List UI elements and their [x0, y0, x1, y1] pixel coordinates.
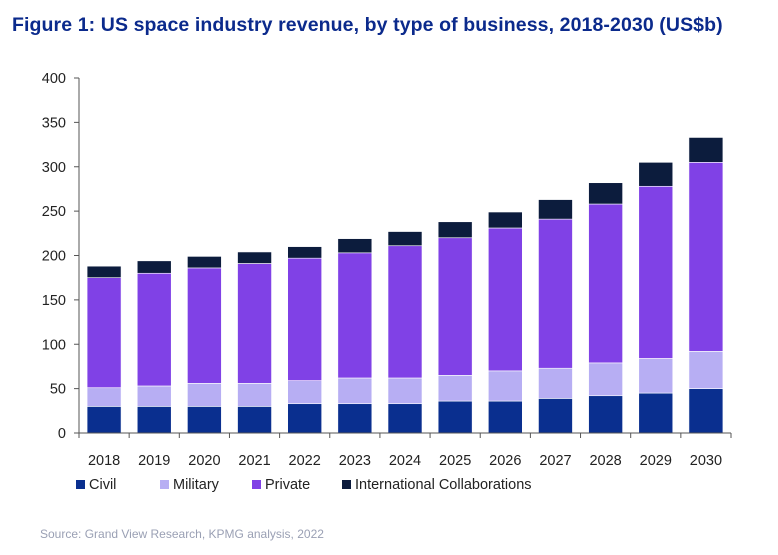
bar-segment-military	[688, 351, 724, 389]
y-tick-label: 0	[58, 426, 66, 442]
y-tick-label: 200	[42, 249, 66, 265]
legend-label-military: Military	[173, 477, 220, 493]
bar-segment-private	[488, 227, 523, 372]
bar-segment-military	[588, 362, 623, 397]
bar-segment-military	[488, 370, 523, 402]
stacked-bar-chart: 0 50 100 150 200 250 300 350 400 2018 2019 2020 202…	[42, 71, 732, 493]
bar-segment-civil	[437, 400, 473, 434]
bar-segment-international-collaborations	[287, 246, 322, 259]
source-note: Source: Grand View Research, KPMG analys…	[40, 527, 324, 541]
bar-segment-private	[86, 277, 122, 389]
x-tick-label: 2019	[138, 453, 170, 469]
bar-segment-civil	[638, 392, 674, 434]
bar-segment-private	[287, 257, 322, 381]
bar-segment-military	[136, 385, 172, 407]
bar-segment-civil	[387, 403, 423, 434]
legend: Civil Military Private International Collab…	[76, 477, 532, 493]
bar-segment-military	[538, 367, 573, 399]
bar-segment-private	[237, 263, 272, 384]
bar-segment-military	[237, 382, 272, 407]
bar-segment-international-collaborations	[387, 231, 423, 247]
bar-segment-civil	[538, 398, 573, 434]
bar-segment-civil	[688, 388, 724, 434]
bar-segment-private	[638, 185, 674, 359]
bar-segment-civil	[337, 403, 373, 434]
y-tick-label: 250	[42, 204, 66, 220]
bar-segment-military	[337, 377, 373, 405]
bar-segment-private	[437, 237, 473, 376]
y-tick-label: 150	[42, 293, 66, 309]
bar-segment-international-collaborations	[237, 251, 272, 264]
bar-segment-civil	[136, 406, 172, 434]
chart-title: Figure 1: US space industry revenue, by …	[12, 14, 723, 36]
bar-segment-civil	[86, 406, 122, 434]
y-tick-label: 400	[42, 71, 66, 87]
bar-segment-civil	[488, 400, 523, 434]
bar-segment-civil	[287, 403, 322, 434]
bars	[86, 137, 724, 434]
x-tick-label: 2018	[88, 453, 120, 469]
bar-segment-civil	[187, 406, 222, 434]
x-tick-label: 2029	[640, 453, 672, 469]
legend-swatch-military	[160, 480, 169, 489]
bar-segment-military	[387, 377, 423, 405]
legend-label-civil: Civil	[89, 477, 116, 493]
bar-segment-private	[337, 252, 373, 379]
bar-segment-international-collaborations	[86, 265, 122, 278]
x-tick-label: 2028	[589, 453, 621, 469]
x-tick-label: 2020	[188, 453, 220, 469]
bar-segment-military	[187, 382, 222, 407]
bar-segment-international-collaborations	[638, 162, 674, 187]
legend-label-international-collaborations: International Collaborations	[355, 477, 532, 493]
x-tick-label: 2023	[339, 453, 371, 469]
y-tick-label: 100	[42, 337, 66, 353]
legend-swatch-international-collaborations	[342, 480, 351, 489]
bar-segment-private	[588, 203, 623, 364]
bar-segment-international-collaborations	[187, 256, 222, 269]
bar-segment-international-collaborations	[488, 211, 523, 229]
x-tick-label: 2024	[389, 453, 421, 469]
bar-segment-private	[136, 272, 172, 387]
bar-segment-private	[387, 245, 423, 379]
bar-segment-military	[638, 358, 674, 394]
legend-label-private: Private	[265, 477, 310, 493]
bar-segment-private	[688, 162, 724, 352]
bar-segment-international-collaborations	[136, 260, 172, 274]
bar-segment-military	[437, 375, 473, 402]
bar-segment-military	[86, 387, 122, 407]
y-tick-label: 50	[50, 382, 66, 398]
bar-segment-international-collaborations	[688, 137, 724, 163]
x-axis: 2018 2019 2020 2021 2022 2023 2024 2025 2026 2027…	[78, 432, 732, 469]
bar-segment-private	[187, 267, 222, 384]
y-axis: 0 50 100 150 200 250 300 350 400	[42, 71, 80, 442]
y-tick-label: 300	[42, 160, 66, 176]
legend-swatch-civil	[76, 480, 85, 489]
bar-segment-private	[538, 218, 573, 369]
x-tick-label: 2026	[489, 453, 521, 469]
bar-segment-civil	[588, 395, 623, 434]
y-tick-label: 350	[42, 115, 66, 131]
bar-segment-international-collaborations	[437, 221, 473, 239]
legend-swatch-private	[252, 480, 261, 489]
x-tick-label: 2027	[539, 453, 571, 469]
x-tick-label: 2030	[690, 453, 722, 469]
bar-segment-military	[287, 380, 322, 405]
bar-segment-international-collaborations	[337, 238, 373, 254]
bar-segment-international-collaborations	[538, 199, 573, 220]
x-tick-label: 2021	[238, 453, 270, 469]
x-tick-label: 2022	[289, 453, 321, 469]
bar-segment-civil	[237, 406, 272, 434]
x-tick-label: 2025	[439, 453, 471, 469]
bar-segment-international-collaborations	[588, 182, 623, 205]
